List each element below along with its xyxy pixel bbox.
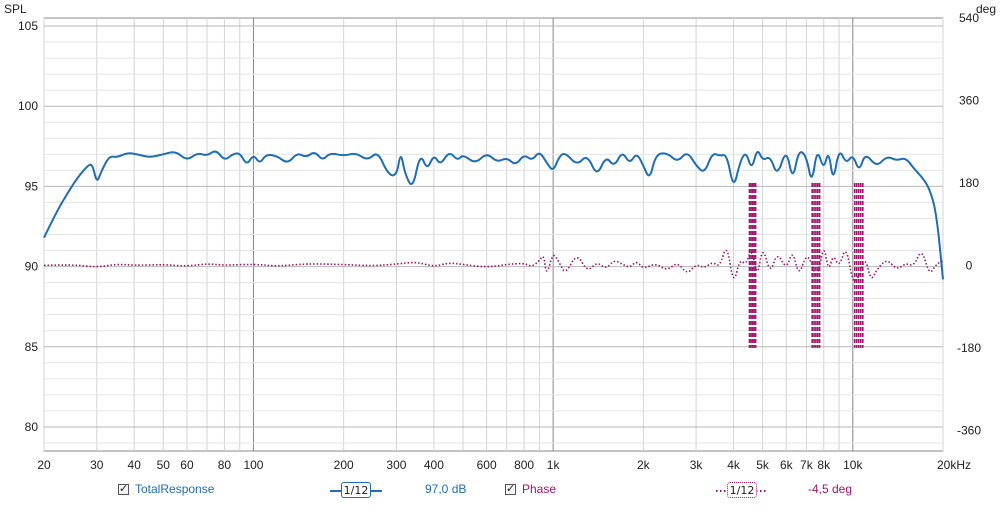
phase-value-readout: -4,5 deg: [808, 482, 853, 496]
x-tick-label: 20: [37, 458, 51, 472]
x-tick-label: 50: [157, 458, 171, 472]
x-tick-label: 30: [90, 458, 104, 472]
x-tick-label: 200: [334, 458, 354, 472]
x-tick-label: 7k: [800, 458, 814, 472]
x-tick-label: 300: [386, 458, 406, 472]
y-tick-label: 95: [25, 179, 39, 193]
x-tick-label: 60: [180, 458, 194, 472]
y2-tick-label: 360: [959, 93, 979, 107]
x-tick-label: 10k: [843, 458, 863, 472]
y-tick-label: 105: [18, 19, 38, 33]
x-tick-label: 4k: [727, 458, 741, 472]
left-axis-title: SPL: [4, 2, 27, 16]
spl-smoothing-label: 1/12: [341, 482, 371, 498]
y2-tick-label: 180: [959, 176, 979, 190]
y2-tick-label: 540: [959, 11, 979, 25]
right-axis-title: deg: [976, 2, 996, 16]
x-tick-label: 1k: [547, 458, 561, 472]
x-tick-label: 5k: [756, 458, 770, 472]
spl-value-readout: 97,0 dB: [425, 482, 467, 496]
x-tick-label: 20kHz: [937, 458, 971, 472]
y-tick-label: 80: [25, 420, 39, 434]
phase-line-style-icon: [716, 490, 768, 492]
x-tick-label: 600: [477, 458, 497, 472]
x-tick-label: 6k: [780, 458, 794, 472]
spl-curve: [43, 150, 944, 280]
spl-visibility-checkbox[interactable]: [118, 482, 129, 495]
x-tick-label: 100: [243, 458, 263, 472]
spl-series-name: TotalResponse: [135, 482, 215, 496]
x-tick-label: 8k: [817, 458, 831, 472]
y-tick-label: 100: [18, 99, 38, 113]
legend-item-phase: Phase: [505, 482, 556, 496]
spl-cursor-value: 97,0 dB: [425, 482, 466, 496]
phase-cursor-value: -4,5 deg: [808, 482, 852, 496]
spl-smoothing-control[interactable]: 1/12: [330, 482, 382, 498]
x-tick-label: 3k: [690, 458, 704, 472]
phase-visibility-checkbox[interactable]: [505, 482, 516, 495]
spl-phase-chart: 105 100 95 90 85 80 540 360 180 0 -180 -360 20 30 40 50…: [4, 2, 996, 472]
y-tick-label: 90: [25, 260, 39, 274]
x-tick-label: 2k: [637, 458, 651, 472]
phase-smoothing-label: 1/12: [727, 482, 757, 498]
x-tick-label: 400: [424, 458, 444, 472]
phase-curve: [43, 249, 944, 282]
y-tick-label: 85: [25, 340, 39, 354]
y2-tick-label: -360: [957, 423, 981, 437]
x-tick-label: 40: [128, 458, 142, 472]
phase-smoothing-control[interactable]: 1/12: [716, 482, 768, 498]
phase-series-name: Phase: [522, 482, 557, 496]
y2-tick-label: -180: [957, 341, 981, 355]
legend-item-spl: TotalResponse: [118, 482, 214, 496]
x-tick-label: 80: [218, 458, 232, 472]
x-tick-label: 800: [514, 458, 534, 472]
y2-tick-label: 0: [966, 258, 973, 272]
